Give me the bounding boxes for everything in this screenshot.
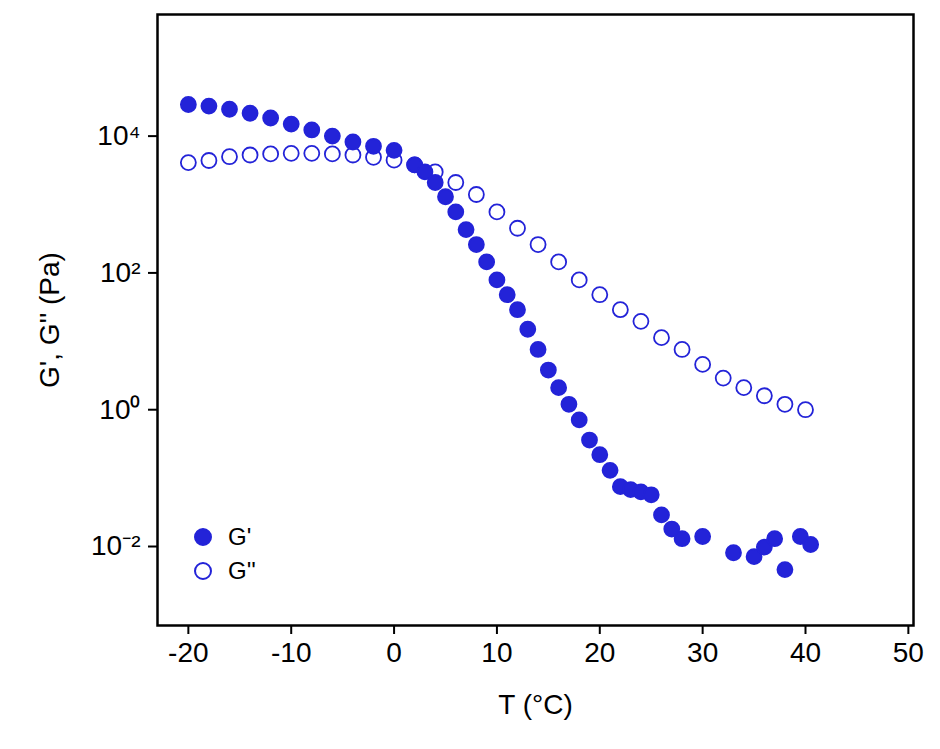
- svg-text:20: 20: [584, 637, 615, 668]
- svg-text:50: 50: [893, 637, 924, 668]
- svg-text:0: 0: [386, 637, 402, 668]
- svg-text:10⁰: 10⁰: [99, 394, 140, 425]
- svg-text:G', G'' (Pa): G', G'' (Pa): [34, 252, 65, 388]
- svg-text:10⁴: 10⁴: [97, 120, 140, 151]
- svg-text:40: 40: [790, 637, 821, 668]
- svg-text:10⁻²: 10⁻²: [91, 530, 140, 561]
- svg-text:10: 10: [481, 637, 512, 668]
- html-text:G'': G'': [228, 557, 256, 584]
- svg-text:30: 30: [687, 637, 718, 668]
- svg-text:-10: -10: [271, 637, 311, 668]
- html-text:G': G': [228, 523, 252, 550]
- svg-text:-20: -20: [168, 637, 208, 668]
- svg-text:T (°C): T (°C): [498, 689, 572, 720]
- svg-text:10²: 10²: [100, 257, 140, 288]
